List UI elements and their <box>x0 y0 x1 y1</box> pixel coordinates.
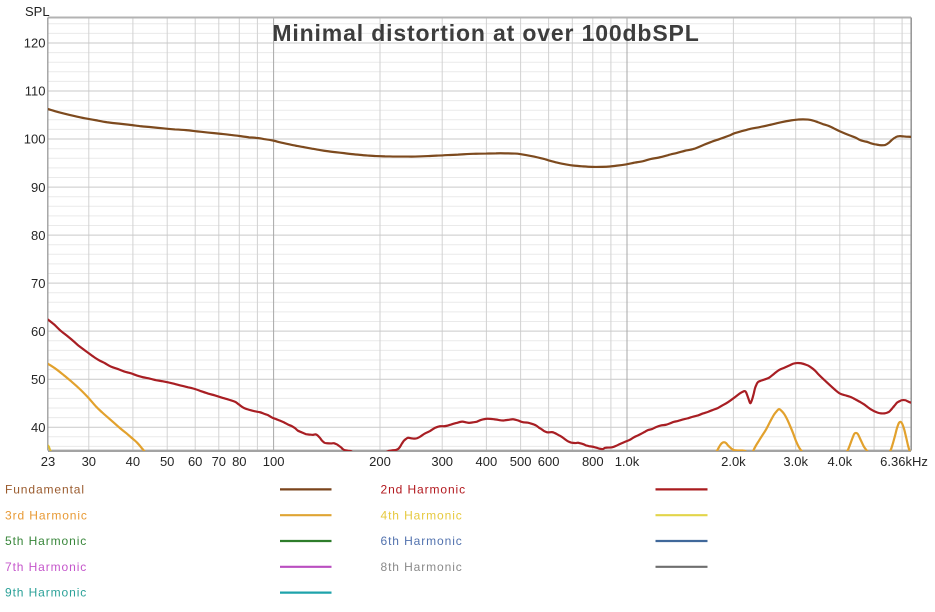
svg-text:50: 50 <box>31 372 45 387</box>
svg-text:300: 300 <box>431 454 453 469</box>
svg-text:50: 50 <box>160 454 174 469</box>
svg-text:40: 40 <box>126 454 140 469</box>
svg-text:8th Harmonic: 8th Harmonic <box>381 560 463 574</box>
svg-text:9th Harmonic: 9th Harmonic <box>5 586 87 600</box>
svg-text:80: 80 <box>232 454 246 469</box>
svg-text:400: 400 <box>476 454 498 469</box>
svg-text:600: 600 <box>538 454 560 469</box>
svg-text:1.0k: 1.0k <box>615 454 640 469</box>
svg-text:2nd Harmonic: 2nd Harmonic <box>381 483 467 497</box>
svg-text:60: 60 <box>188 454 202 469</box>
svg-text:2.0k: 2.0k <box>721 454 746 469</box>
svg-text:5th Harmonic: 5th Harmonic <box>5 534 87 548</box>
svg-text:100: 100 <box>263 454 285 469</box>
svg-text:60: 60 <box>31 324 45 339</box>
svg-text:7th Harmonic: 7th Harmonic <box>5 560 87 574</box>
svg-text:500: 500 <box>510 454 532 469</box>
svg-text:120: 120 <box>24 36 46 51</box>
svg-text:23: 23 <box>41 454 55 469</box>
svg-text:110: 110 <box>25 84 46 99</box>
svg-text:70: 70 <box>212 454 226 469</box>
svg-text:40: 40 <box>31 420 45 435</box>
svg-text:3.0k: 3.0k <box>783 454 808 469</box>
svg-text:4th Harmonic: 4th Harmonic <box>381 508 463 522</box>
svg-text:6th Harmonic: 6th Harmonic <box>381 534 463 548</box>
svg-text:100: 100 <box>24 132 46 147</box>
svg-text:Minimal distortion at over 100: Minimal distortion at over 100dbSPL <box>272 20 699 46</box>
svg-text:4.0k: 4.0k <box>828 454 853 469</box>
svg-text:3rd Harmonic: 3rd Harmonic <box>5 508 88 522</box>
svg-text:800: 800 <box>582 454 604 469</box>
svg-text:80: 80 <box>31 228 45 243</box>
svg-text:SPL: SPL <box>25 4 50 19</box>
svg-text:30: 30 <box>82 454 96 469</box>
svg-text:70: 70 <box>31 276 45 291</box>
svg-text:200: 200 <box>369 454 391 469</box>
svg-text:Fundamental: Fundamental <box>5 483 85 497</box>
svg-text:90: 90 <box>31 180 45 195</box>
svg-text:6.36kHz: 6.36kHz <box>880 454 928 469</box>
